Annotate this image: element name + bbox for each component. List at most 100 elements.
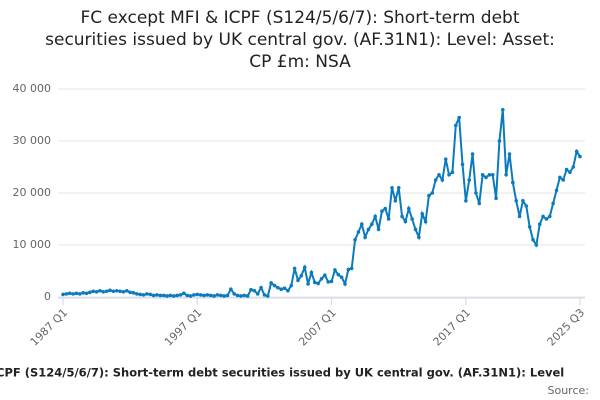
point xyxy=(430,191,435,195)
point xyxy=(195,292,200,297)
point xyxy=(558,175,562,180)
point xyxy=(537,222,542,226)
point xyxy=(286,288,290,293)
point xyxy=(517,214,522,219)
point xyxy=(380,209,384,213)
x-tick-label: 2025 Q3 xyxy=(545,306,588,349)
point xyxy=(470,152,475,156)
point xyxy=(366,227,371,232)
point xyxy=(222,294,226,298)
point xyxy=(544,217,549,221)
point xyxy=(148,292,153,297)
point xyxy=(574,149,579,154)
point xyxy=(423,219,428,224)
y-tick-label: 30 000 xyxy=(13,134,52,147)
point xyxy=(312,280,317,285)
point xyxy=(185,293,190,298)
point xyxy=(64,292,69,296)
point xyxy=(333,268,337,272)
point xyxy=(504,173,508,177)
point xyxy=(208,293,213,298)
point xyxy=(135,292,139,296)
point xyxy=(124,288,129,293)
point xyxy=(547,214,552,219)
point xyxy=(433,178,438,182)
point xyxy=(218,293,223,298)
point xyxy=(61,292,65,297)
point xyxy=(410,217,414,221)
point xyxy=(390,186,394,190)
point xyxy=(155,293,159,297)
point xyxy=(282,286,287,290)
point xyxy=(141,293,146,297)
point xyxy=(192,293,196,297)
point xyxy=(534,243,539,247)
point xyxy=(215,293,220,297)
point xyxy=(561,178,566,182)
point xyxy=(235,293,240,298)
point xyxy=(74,291,79,296)
series-line xyxy=(62,109,581,298)
x-tick-label: 1997 Q1 xyxy=(162,306,205,349)
point xyxy=(316,281,320,286)
point xyxy=(427,193,431,198)
y-tick-label: 10 000 xyxy=(13,238,52,251)
point xyxy=(500,108,505,112)
point xyxy=(249,287,253,292)
point xyxy=(229,287,233,292)
source: Source: xyxy=(548,384,590,397)
point xyxy=(121,290,126,294)
point xyxy=(212,294,216,298)
point xyxy=(269,281,273,285)
point xyxy=(339,275,344,280)
point xyxy=(262,293,267,297)
point xyxy=(81,291,85,295)
point xyxy=(309,270,314,275)
point xyxy=(242,293,247,298)
point xyxy=(356,230,361,234)
point xyxy=(98,288,102,293)
point xyxy=(393,199,398,203)
point xyxy=(299,273,304,278)
point xyxy=(453,123,458,128)
point xyxy=(289,283,294,288)
point xyxy=(171,294,176,298)
point xyxy=(440,178,445,182)
point xyxy=(326,280,331,284)
point xyxy=(175,293,179,298)
point xyxy=(467,178,472,182)
point xyxy=(497,139,502,143)
point xyxy=(104,289,109,294)
point xyxy=(568,170,572,174)
x-tick-label: 1987 Q1 xyxy=(28,306,71,349)
point xyxy=(450,170,455,174)
point xyxy=(225,293,230,298)
point xyxy=(84,291,89,296)
point xyxy=(91,289,96,294)
point xyxy=(487,173,492,177)
point xyxy=(417,235,421,239)
point xyxy=(329,279,334,284)
chart-title: securities issued by UK central gov. (AF… xyxy=(45,30,555,50)
point xyxy=(443,157,448,161)
point xyxy=(252,288,257,293)
y-tick-label: 0 xyxy=(44,290,51,303)
point xyxy=(161,293,166,298)
point xyxy=(77,292,82,296)
point xyxy=(521,199,525,203)
point xyxy=(138,292,143,297)
point xyxy=(460,162,465,167)
point xyxy=(158,293,163,298)
point xyxy=(319,277,324,281)
point xyxy=(373,214,378,219)
point xyxy=(71,292,75,296)
point xyxy=(403,219,408,224)
point xyxy=(198,293,203,297)
point xyxy=(464,199,468,203)
point xyxy=(205,293,210,297)
point xyxy=(474,191,478,195)
point xyxy=(178,293,183,297)
x-axis-label: CPF (S124/5/6/7): Short-term debt securi… xyxy=(0,366,564,380)
point xyxy=(88,290,92,295)
